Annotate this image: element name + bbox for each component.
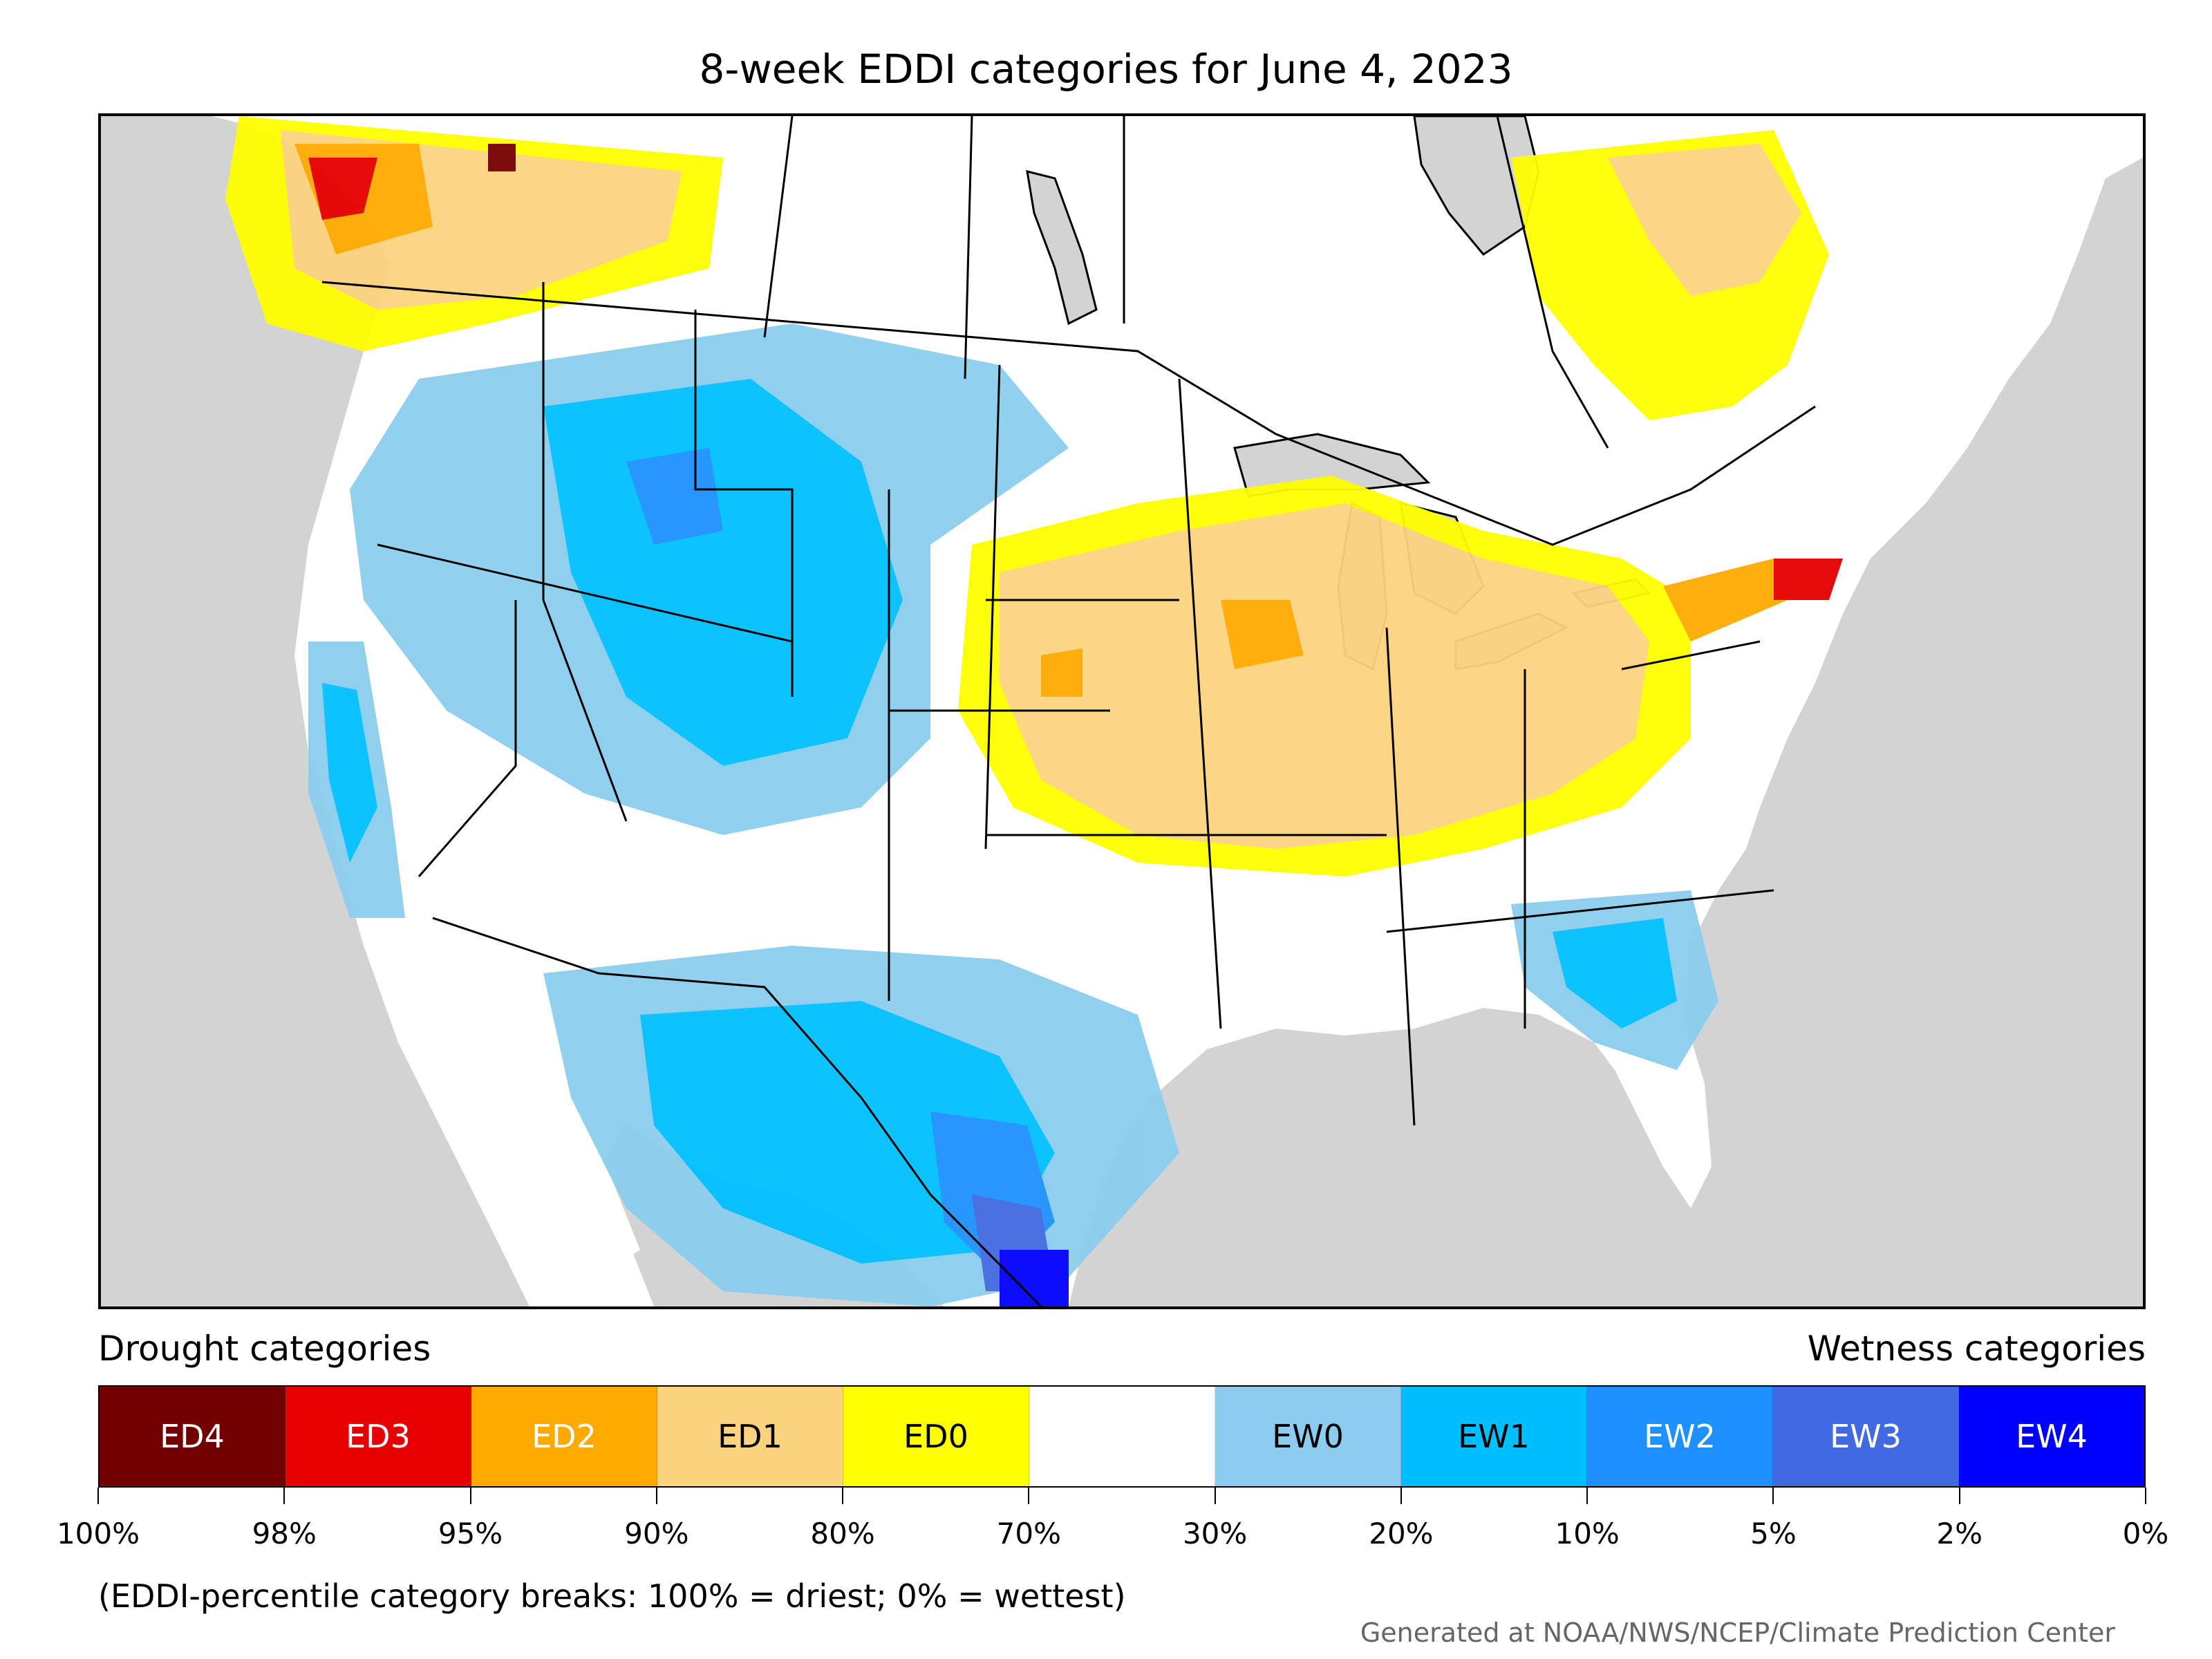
colorbar-cell-ed2: ED2 — [471, 1387, 657, 1486]
colorbar-cell-ew4: EW4 — [1959, 1387, 2144, 1486]
eddi-region-ed2 — [1041, 648, 1082, 697]
drought-categories-label: Drought categories — [98, 1329, 431, 1369]
colorbar-cell-ew0: EW0 — [1215, 1387, 1401, 1486]
baja-land — [488, 946, 640, 1277]
category-colorbar: ED4 ED3 ED2 ED1 ED0 EW0 EW1 EW2 EW3 EW4 — [98, 1385, 2146, 1488]
map-panel — [98, 113, 2146, 1309]
state-line-13 — [377, 543, 793, 643]
eddi-region-ew2 — [626, 448, 723, 545]
colorbar-tick-label: 30% — [1182, 1517, 1248, 1550]
colorbar-cell-ed1: ED1 — [657, 1387, 843, 1486]
state-line-7 — [1178, 378, 1222, 1029]
wetness-categories-label: Wetness categories — [1807, 1329, 2146, 1369]
colorbar-tick — [655, 1488, 657, 1504]
colorbar-tick — [1400, 1488, 1402, 1504]
map-title: 8-week EDDI categories for June 4, 2023 — [699, 46, 1513, 93]
lake-winnipeg — [1026, 169, 1098, 326]
colorbar-tick — [2145, 1488, 2146, 1504]
eddi-region-ew1 — [322, 683, 377, 863]
colorbar-tick-label: 2% — [1936, 1517, 1983, 1550]
category-note: (EDDI-percentile category breaks: 100% =… — [98, 1577, 1126, 1615]
canada-province-line-2 — [964, 116, 973, 379]
colorbar-tick — [1028, 1488, 1030, 1504]
colorbar-tick-label: 100% — [56, 1517, 140, 1550]
eddi-region-ed4 — [488, 144, 516, 171]
eddi-map — [101, 116, 2143, 1306]
credit-line: Generated at NOAA/NWS/NCEP/Climate Predi… — [1360, 1618, 2115, 1648]
colorbar-tick-label: 95% — [438, 1517, 503, 1550]
eddi-region-ed3 — [1774, 559, 1843, 600]
state-line-4 — [984, 364, 1001, 850]
colorbar-tick-label: 10% — [1555, 1517, 1620, 1550]
colorbar-tick — [97, 1488, 99, 1504]
colorbar-tick-label: 98% — [252, 1517, 317, 1550]
us-canada-border — [321, 281, 1816, 546]
eddi-region-ed1 — [1608, 144, 1801, 296]
state-line-11 — [1386, 889, 1774, 933]
colorbar-tick-label: 5% — [1750, 1517, 1797, 1550]
colorbar-tick-label: 80% — [810, 1517, 875, 1550]
state-line-1 — [542, 282, 628, 822]
eddi-region-ed1 — [1000, 503, 1649, 849]
colorbar-tick — [842, 1488, 844, 1504]
eddi-region-ew4 — [1000, 1250, 1069, 1306]
state-line-14 — [418, 600, 517, 877]
colorbar-tick-label: 70% — [996, 1517, 1062, 1550]
state-line-12 — [1621, 640, 1761, 671]
state-line-9 — [1385, 627, 1416, 1126]
colorbar-cell-ed4: ED4 — [100, 1387, 285, 1486]
eddi-region-ew1 — [1553, 918, 1677, 1029]
colorbar-cell-ew3: EW3 — [1773, 1387, 1959, 1486]
colorbar-tick — [1586, 1488, 1588, 1504]
colorbar-cell-ew1: EW1 — [1401, 1387, 1587, 1486]
colorbar-tick — [1958, 1488, 1960, 1504]
hudson-bay — [1413, 116, 1540, 256]
colorbar-cell-ew2: EW2 — [1587, 1387, 1773, 1486]
canada-province-line-4 — [1496, 116, 1609, 449]
colorbar-tick — [1772, 1488, 1774, 1504]
eddi-region-ed2 — [1221, 600, 1304, 669]
boundaries — [321, 116, 1816, 1306]
colorbar-cell-ed3: ED3 — [285, 1387, 471, 1486]
state-line-2 — [694, 310, 794, 697]
colorbar-cell-normal — [1029, 1387, 1215, 1486]
colorbar-tick-label: 0% — [2122, 1517, 2169, 1550]
canada-province-line-1 — [763, 116, 794, 338]
colorbar-tick — [469, 1488, 471, 1504]
colorbar-tick — [283, 1488, 285, 1504]
colorbar-tick — [1214, 1488, 1216, 1504]
colorbar-tick-label: 20% — [1369, 1517, 1434, 1550]
colorbar-tick-label: 90% — [624, 1517, 689, 1550]
colorbar-cell-ed0: ED0 — [843, 1387, 1029, 1486]
us-mexico-border — [432, 917, 1042, 1306]
eddi-region-ed3 — [308, 158, 377, 220]
eddi-region-ed2 — [1663, 559, 1788, 641]
